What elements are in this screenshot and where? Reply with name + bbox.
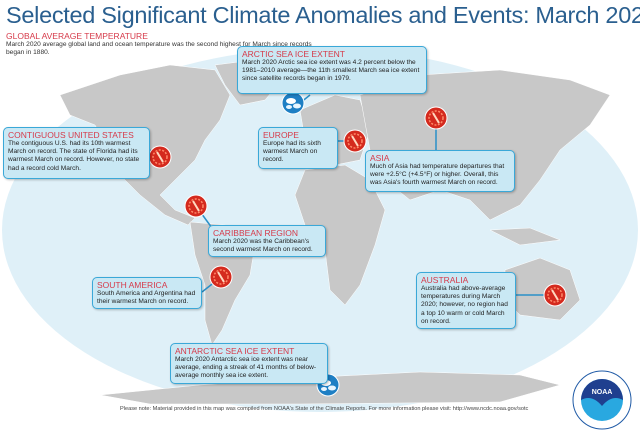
callout-heading: CONTIGUOUS UNITED STATES [8, 130, 134, 140]
global-text: March 2020 average global land and ocean… [6, 41, 312, 57]
thermometer-warm-icon [148, 145, 172, 169]
callout-heading: ANTARCTIC SEA ICE EXTENT [175, 346, 295, 356]
callout-heading: EUROPE [263, 130, 299, 140]
thermometer-warm-icon [209, 265, 233, 289]
callout-caribbean: CARIBBEAN REGION March 2020 was the Carib… [208, 225, 326, 258]
callout-us: CONTIGUOUS UNITED STATES The contiguous U… [3, 127, 150, 179]
callout-heading: SOUTH AMERICA [97, 280, 168, 290]
indonesia [489, 227, 561, 246]
callout-text: Australia had above-average temperatures… [421, 285, 508, 325]
noaa-logo-text: NOAA [592, 389, 613, 396]
thermometer-warm-icon [343, 129, 367, 153]
callout-antarctic: ANTARCTIC SEA ICE EXTENT March 2020 Antar… [170, 343, 328, 384]
callout-text: March 2020 was the Caribbean's second wa… [213, 238, 313, 254]
global-heading: GLOBAL AVERAGE TEMPERATURE [6, 31, 148, 41]
callout-europe: EUROPE Europe had its sixth warmest March… [258, 127, 338, 169]
thermometer-warm-icon [543, 283, 567, 307]
thermometer-warm-icon [184, 194, 208, 218]
footer-note: Please note: Material provided in this m… [120, 406, 529, 412]
callout-text: Europe had its sixth warmest March on re… [263, 140, 321, 164]
thermometer-warm-icon [424, 106, 448, 130]
callout-australia: AUSTRALIA Australia had above-average tem… [416, 272, 516, 330]
sea-ice-icon [281, 91, 305, 115]
global-average-temperature: GLOBAL AVERAGE TEMPERATURE March 2020 av… [6, 31, 326, 57]
callout-heading: ASIA [370, 153, 390, 163]
callout-south-america: SOUTH AMERICA South America and Argentina… [92, 277, 202, 310]
callout-text: The contiguous U.S. had its 10th warmest… [8, 140, 140, 172]
callout-asia: ASIA Much of Asia had temperature departu… [365, 150, 515, 192]
callout-text: March 2020 Arctic sea ice extent was 4.2… [242, 59, 420, 83]
callout-text: Much of Asia had temperature departures … [370, 163, 505, 187]
noaa-logo: NOAA [572, 370, 632, 430]
callout-heading: CARIBBEAN REGION [213, 228, 299, 238]
callout-arctic: ARCTIC SEA ICE EXTENT March 2020 Arctic s… [237, 46, 427, 94]
callout-heading: ARCTIC SEA ICE EXTENT [242, 49, 345, 59]
callout-text: March 2020 Antarctic sea ice extent was … [175, 356, 317, 380]
page-title: Selected Significant Climate Anomalies a… [6, 2, 640, 28]
callout-heading: AUSTRALIA [421, 275, 469, 285]
callout-text: South America and Argentina had their wa… [97, 290, 196, 306]
